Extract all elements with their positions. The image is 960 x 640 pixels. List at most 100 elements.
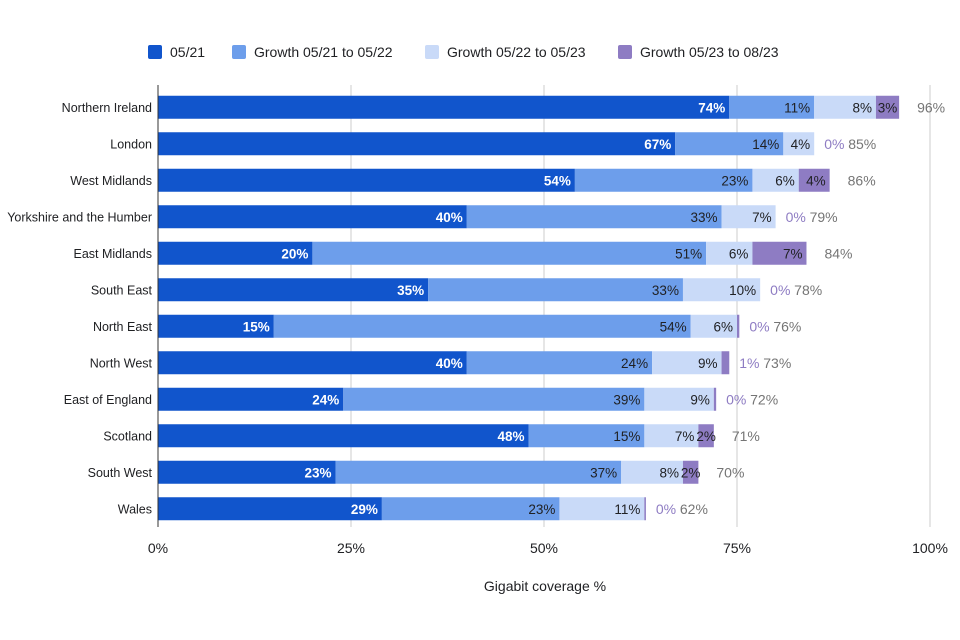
bar-segment xyxy=(335,460,622,484)
bar-segment xyxy=(690,314,737,338)
growth-label-outside: 0% xyxy=(726,391,746,407)
bar-segment xyxy=(343,387,645,411)
data-label: 3% xyxy=(878,100,898,115)
growth-label-outside: 0% xyxy=(656,501,676,517)
bar-segment xyxy=(158,497,382,521)
category-label: Northern Ireland xyxy=(62,101,152,115)
bar-segment xyxy=(559,497,645,521)
data-label: 7% xyxy=(752,210,772,225)
bar-segment xyxy=(273,314,691,338)
category-label: South East xyxy=(91,283,153,297)
growth-label-outside: 0% xyxy=(824,136,844,152)
bar-segment xyxy=(158,424,529,448)
legend-label: Growth 05/22 to 05/23 xyxy=(447,44,586,60)
bar-segment xyxy=(158,278,429,302)
data-label: 35% xyxy=(397,283,424,298)
data-label: 14% xyxy=(752,137,779,152)
total-label: 86% xyxy=(848,172,876,188)
legend-label: Growth 05/23 to 08/23 xyxy=(640,44,779,60)
data-label: 7% xyxy=(783,246,803,261)
bar-segment xyxy=(752,241,807,265)
x-tick-label: 0% xyxy=(148,540,168,556)
bar-segment xyxy=(644,424,699,448)
x-tick-label: 25% xyxy=(337,540,365,556)
category-label: East of England xyxy=(64,393,152,407)
x-tick-label: 50% xyxy=(530,540,558,556)
data-label: 8% xyxy=(852,100,872,115)
total-label: 78% xyxy=(794,282,822,298)
data-label: 23% xyxy=(721,173,748,188)
data-label: 33% xyxy=(652,283,679,298)
legend-item-growth-1: Growth 05/21 to 05/22 xyxy=(232,44,393,60)
growth-label-outside: 0% xyxy=(786,209,806,225)
bar-segment xyxy=(814,95,876,119)
bar-segment xyxy=(621,460,683,484)
data-label: 6% xyxy=(775,173,795,188)
x-tick-label: 100% xyxy=(912,540,948,556)
bar-segment xyxy=(574,168,753,192)
bar-segment xyxy=(158,460,336,484)
data-label: 54% xyxy=(544,173,571,188)
bar-segment xyxy=(158,387,344,411)
bar-segment xyxy=(158,168,575,192)
total-label: 96% xyxy=(917,99,945,115)
bar-segment xyxy=(737,314,740,338)
legend-swatch xyxy=(148,45,162,59)
legend: 05/21 Growth 05/21 to 05/22 Growth 05/22… xyxy=(0,44,960,64)
data-label: 11% xyxy=(614,502,640,517)
data-label: 6% xyxy=(729,246,749,261)
data-label: 39% xyxy=(613,392,640,407)
bar-segment xyxy=(528,424,645,448)
legend-item-growth-2: Growth 05/22 to 05/23 xyxy=(425,44,586,60)
total-label: 71% xyxy=(732,428,760,444)
growth-label-outside: 1% xyxy=(739,355,759,371)
legend-label: 05/21 xyxy=(170,44,206,60)
data-label: 51% xyxy=(675,246,702,261)
category-label: South West xyxy=(88,466,153,480)
bar-segment xyxy=(428,278,683,302)
data-label: 10% xyxy=(729,283,756,298)
total-label: 85% xyxy=(848,136,876,152)
total-label: 73% xyxy=(763,355,791,371)
data-label: 48% xyxy=(498,429,525,444)
x-axis-title: Gigabit coverage % xyxy=(483,578,607,594)
data-label: 9% xyxy=(690,392,710,407)
data-label: 11% xyxy=(784,100,810,115)
category-label: North East xyxy=(93,320,153,334)
data-label: 4% xyxy=(806,173,826,188)
legend-item-05-21: 05/21 xyxy=(148,44,205,60)
data-label: 15% xyxy=(613,429,640,444)
bar-segment xyxy=(675,132,784,156)
total-label: 70% xyxy=(716,464,744,480)
category-label: Wales xyxy=(118,502,152,516)
bar-segment xyxy=(158,351,467,375)
growth-label-outside: 0% xyxy=(749,318,769,334)
data-label: 33% xyxy=(691,210,718,225)
data-label: 15% xyxy=(243,319,270,334)
legend-swatch xyxy=(425,45,439,59)
data-label: 74% xyxy=(698,100,725,115)
data-label: 2% xyxy=(696,429,716,444)
data-label: 24% xyxy=(312,392,339,407)
bar-segment xyxy=(158,205,467,229)
bar-segment xyxy=(158,241,313,265)
category-label: East Midlands xyxy=(73,247,152,261)
total-label: 79% xyxy=(810,209,838,225)
bar-segment xyxy=(644,497,646,521)
category-label: Yorkshire and the Humber xyxy=(7,210,152,224)
legend-item-growth-3: Growth 05/23 to 08/23 xyxy=(618,44,779,60)
bar-segment xyxy=(713,387,717,411)
bar-segment xyxy=(729,95,815,119)
data-label: 40% xyxy=(436,356,463,371)
data-label: 67% xyxy=(644,137,671,152)
total-label: 76% xyxy=(773,318,801,334)
x-tick-label: 75% xyxy=(723,540,751,556)
legend-label: Growth 05/21 to 05/22 xyxy=(254,44,393,60)
bar-segment xyxy=(652,351,722,375)
bar-segment xyxy=(682,278,761,302)
data-label: 2% xyxy=(681,465,701,480)
bar-segment xyxy=(158,314,274,338)
category-label: London xyxy=(110,137,152,151)
bar-segment xyxy=(698,424,714,448)
